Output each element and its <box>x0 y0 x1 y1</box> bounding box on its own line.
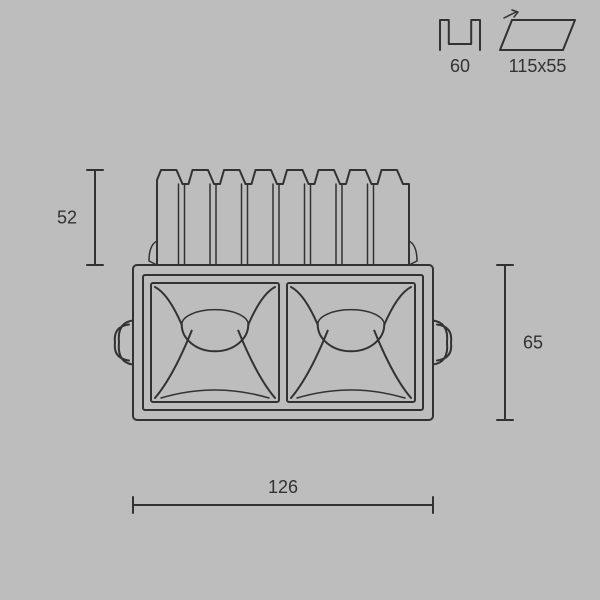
dim-face-width: 126 <box>268 477 298 497</box>
spring-clip <box>433 321 451 365</box>
heatsink <box>149 170 417 265</box>
reflector-cell <box>151 283 279 402</box>
dim-heatsink-height: 52 <box>57 208 77 228</box>
depth-label: 60 <box>450 56 470 76</box>
cutout-arrow-icon <box>504 10 518 18</box>
depth-icon <box>440 20 480 50</box>
dim-face-height: 65 <box>523 333 543 353</box>
cutout-icon <box>500 20 575 50</box>
spring-clip <box>115 321 133 365</box>
reflector-cell <box>287 283 415 402</box>
cutout-label: 115x55 <box>509 56 567 76</box>
front-face <box>115 265 451 420</box>
